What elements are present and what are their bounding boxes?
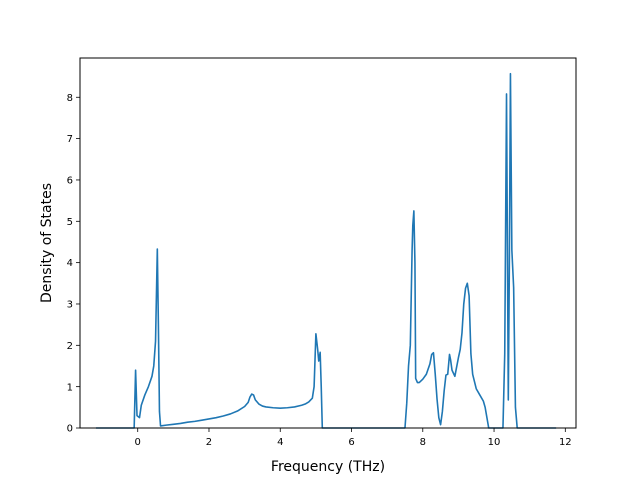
y-tick-label: 4 <box>67 258 73 269</box>
y-axis-ticks: 0 1 2 3 4 5 6 7 8 <box>67 93 80 435</box>
plot-frame <box>79 57 577 429</box>
y-tick-label: 3 <box>67 300 73 311</box>
x-tick-label: 4 <box>277 437 283 448</box>
y-tick-label: 2 <box>67 341 73 352</box>
x-axis-ticks: 0 2 4 6 8 10 12 <box>135 428 572 448</box>
x-tick-label: 12 <box>559 437 572 448</box>
x-tick-label: 2 <box>206 437 212 448</box>
x-tick-label: 8 <box>420 437 426 448</box>
x-tick-label: 10 <box>488 437 501 448</box>
x-tick-label: 0 <box>135 437 141 448</box>
y-tick-label: 5 <box>67 217 73 228</box>
y-tick-label: 0 <box>67 424 73 435</box>
y-tick-label: 7 <box>67 134 73 145</box>
plot-background <box>80 58 576 428</box>
y-tick-label: 6 <box>67 176 73 187</box>
y-tick-label: 8 <box>67 93 73 104</box>
y-axis-label: Density of States <box>39 183 55 303</box>
y-tick-label: 1 <box>67 382 73 393</box>
dos-series-line <box>95 72 557 429</box>
x-tick-label: 6 <box>348 437 354 448</box>
x-axis-label: Frequency (THz) <box>271 459 385 475</box>
